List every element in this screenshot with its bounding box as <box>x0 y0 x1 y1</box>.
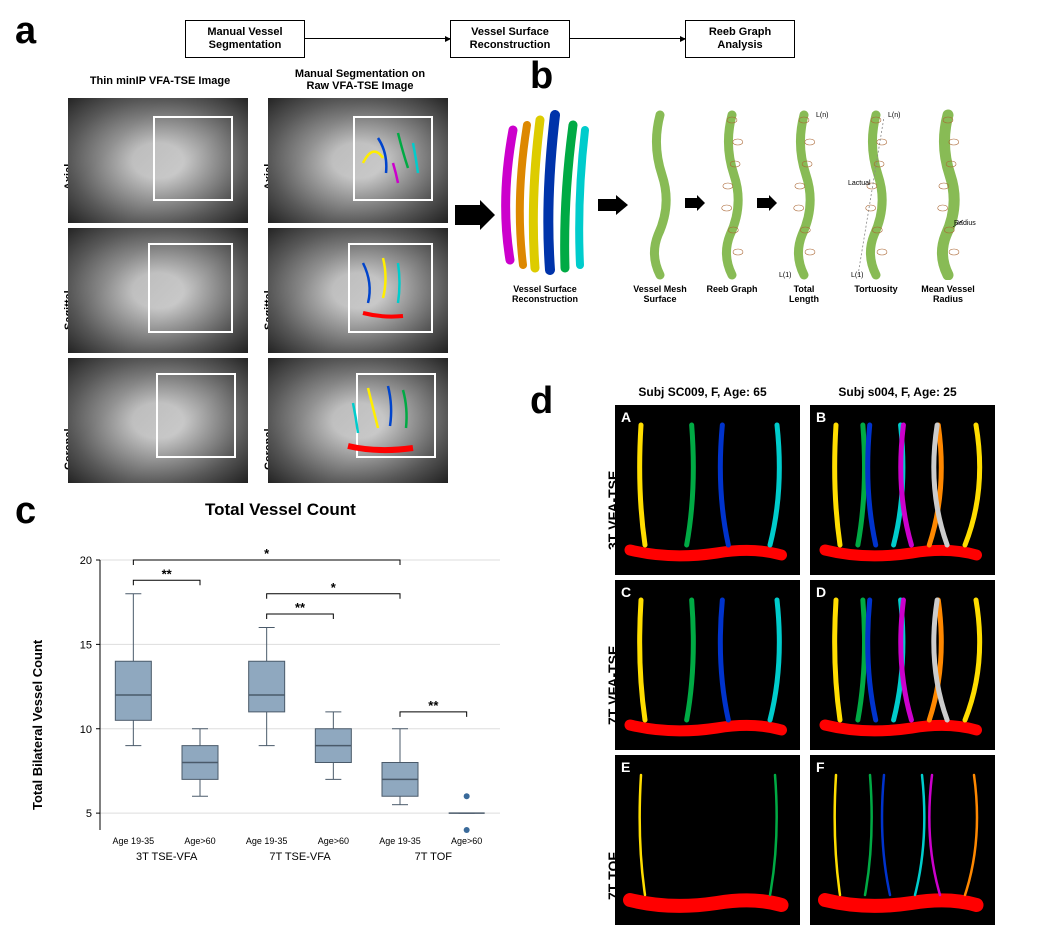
svg-text:*: * <box>331 580 337 595</box>
svg-text:Age>60: Age>60 <box>318 836 349 846</box>
arrow-b1 <box>598 195 628 215</box>
flow-box-3: Reeb Graph Analysis <box>685 20 795 58</box>
col-header-a1: Thin minIP VFA-TSE Image <box>80 75 240 87</box>
svg-text:7T TOF: 7T TOF <box>415 851 453 863</box>
arrow-a-to-b <box>455 200 495 230</box>
panel-label-a: a <box>15 10 36 53</box>
seg-overlay-sag <box>353 248 428 328</box>
svg-text:L(n): L(n) <box>888 112 900 119</box>
svg-text:L(n): L(n) <box>816 112 828 119</box>
svg-text:**: ** <box>428 698 439 713</box>
flow-arrow-2 <box>570 38 685 39</box>
svg-text:15: 15 <box>80 639 92 651</box>
flow-box-2: Vessel Surface Reconstruction <box>450 20 570 58</box>
svg-text:Age 19-35: Age 19-35 <box>113 836 155 846</box>
svg-text:7T TSE-VFA: 7T TSE-VFA <box>269 851 331 863</box>
mri-sag-left <box>68 228 248 353</box>
flow-arrow-1 <box>305 38 450 39</box>
stage-label-4: Tortuosity <box>841 285 911 295</box>
vessel-bundle <box>495 100 595 280</box>
svg-text:*: * <box>264 546 270 561</box>
vessel-stage-1 <box>630 105 690 280</box>
svg-text:Radius: Radius <box>954 220 976 227</box>
render-panel-F: F <box>810 755 995 925</box>
svg-text:L(1): L(1) <box>779 272 791 279</box>
svg-text:Lactual: Lactual <box>848 180 871 187</box>
mri-axial-left <box>68 98 248 223</box>
render-panel-A: A <box>615 405 800 575</box>
svg-text:5: 5 <box>86 808 92 820</box>
stage-label-0: Vessel Surface Reconstruction <box>495 285 595 305</box>
y-axis-label: Total Bilateral Vessel Count <box>30 640 45 810</box>
svg-text:Age>60: Age>60 <box>451 836 482 846</box>
d-col-header-1: Subj SC009, F, Age: 65 <box>615 385 790 399</box>
panel-label-d: d <box>530 380 553 423</box>
render-panel-C: C <box>615 580 800 750</box>
svg-text:10: 10 <box>80 724 92 736</box>
seg-overlay-axial <box>358 123 428 193</box>
panel-label-b: b <box>530 55 553 98</box>
chart-title: Total Vessel Count <box>205 500 356 520</box>
stage-label-5: Mean Vessel Radius <box>913 285 983 305</box>
panel-label-c: c <box>15 490 36 533</box>
svg-text:20: 20 <box>80 555 92 567</box>
vessel-stage-2 <box>702 105 762 280</box>
stage-label-2: Reeb Graph <box>697 285 767 295</box>
mri-cor-right <box>268 358 448 483</box>
svg-text:L(1): L(1) <box>851 272 863 279</box>
col-header-a2: Manual Segmentation on Raw VFA-TSE Image <box>270 68 450 92</box>
flow-box-1: Manual Vessel Segmentation <box>185 20 305 58</box>
vessel-stage-3: L(n) L(1) <box>774 105 834 280</box>
svg-text:**: ** <box>295 600 306 615</box>
svg-text:**: ** <box>162 566 173 581</box>
seg-overlay-cor <box>338 378 438 468</box>
stage-label-1: Vessel Mesh Surface <box>625 285 695 305</box>
render-panel-D: D <box>810 580 995 750</box>
render-panel-E: E <box>615 755 800 925</box>
d-col-header-2: Subj s004, F, Age: 25 <box>810 385 985 399</box>
boxplot-chart: 5 10 15 20 Age 19-35 Age>60 3T TSE-VFA Age 19-3… <box>60 520 520 900</box>
svg-text:3T TSE-VFA: 3T TSE-VFA <box>136 851 198 863</box>
svg-text:Age 19-35: Age 19-35 <box>246 836 288 846</box>
stage-label-3: Total Length <box>769 285 839 305</box>
vessel-stage-5: Radius <box>918 105 978 280</box>
svg-text:Age 19-35: Age 19-35 <box>379 836 421 846</box>
mri-axial-right <box>268 98 448 223</box>
render-panel-B: B <box>810 405 995 575</box>
mri-sag-right <box>268 228 448 353</box>
vessel-stage-4: L(n) L(1) Lactual <box>846 105 906 280</box>
mri-cor-left <box>68 358 248 483</box>
svg-text:Age>60: Age>60 <box>184 836 215 846</box>
